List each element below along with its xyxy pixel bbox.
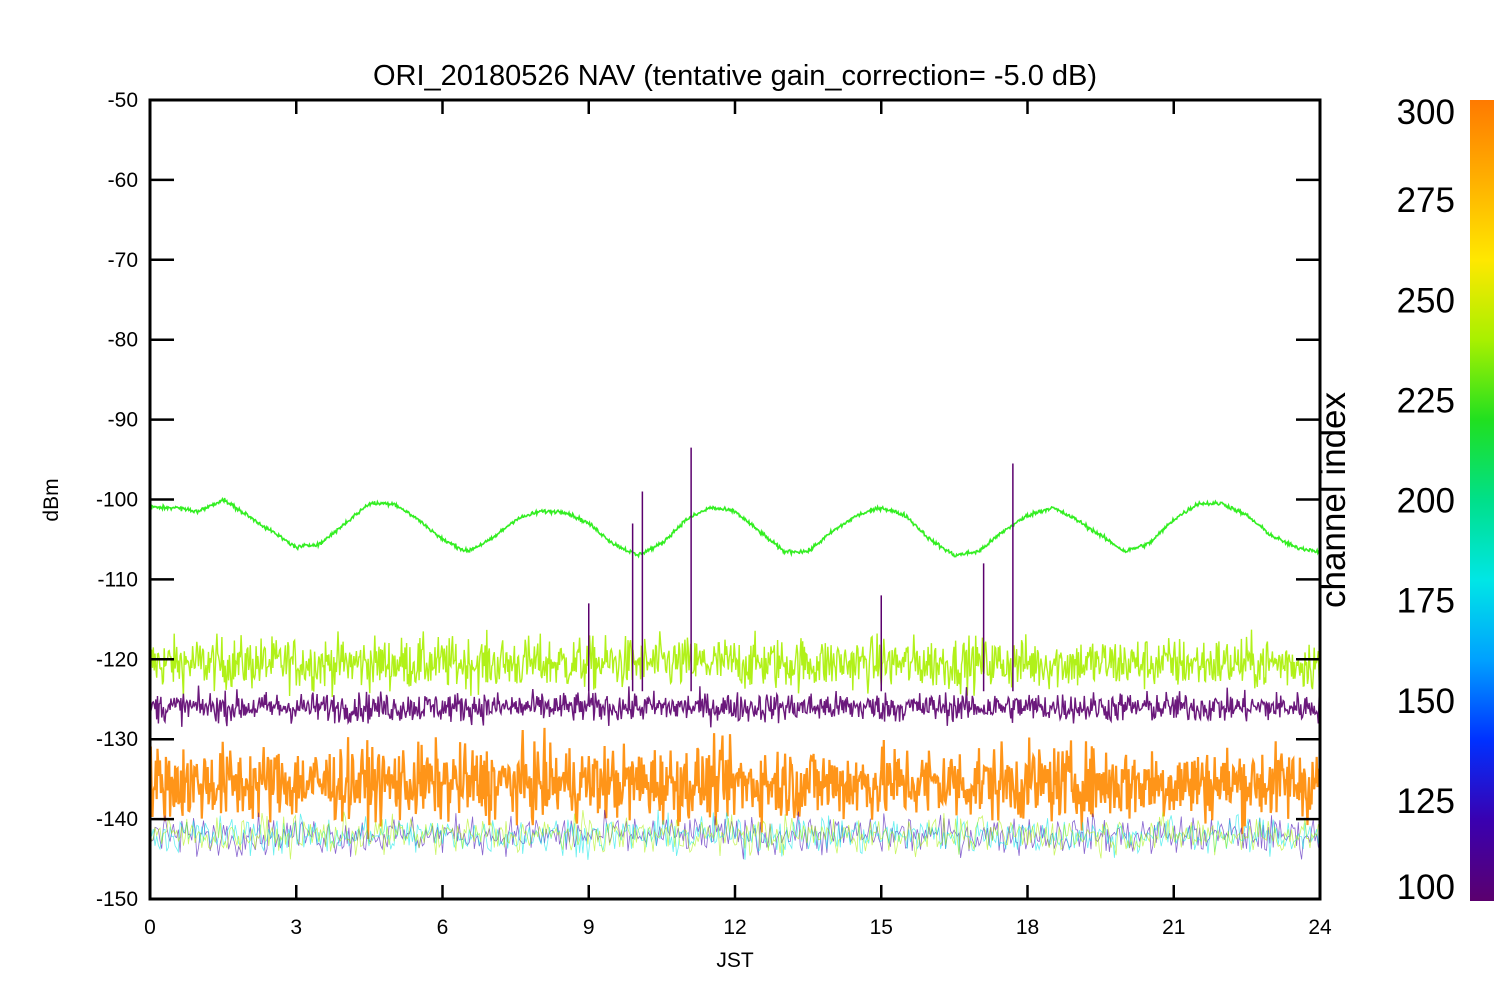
colorbar-tick-label: 125: [1397, 782, 1455, 821]
colorbar-ticks: 300 275 250 225 200 175 150 125 100: [1397, 93, 1455, 907]
y-tick-label: -70: [108, 249, 138, 272]
y-tick-label: -140: [96, 808, 138, 831]
plot-area: [150, 447, 1320, 860]
colorbar-tick-label: 250: [1397, 281, 1455, 320]
x-tick-label: 15: [870, 916, 893, 939]
y-tick-label: -130: [96, 728, 138, 751]
y-tick-label: -120: [96, 648, 138, 671]
y-tick-label: -80: [108, 329, 138, 352]
series-band-100: [150, 685, 1320, 728]
colorbar-tick-label: 275: [1397, 181, 1455, 220]
x-tick-label: 12: [723, 916, 746, 939]
colorbar-tick-label: 300: [1397, 93, 1455, 132]
x-tick-label: 9: [583, 916, 595, 939]
colorbar: [1470, 100, 1494, 901]
colorbar-tick-label: 175: [1397, 582, 1455, 621]
x-tick-label: 24: [1308, 916, 1332, 939]
colorbar-tick-label: 100: [1397, 868, 1455, 907]
chart-title: ORI_20180526 NAV (tentative gain_correct…: [373, 60, 1097, 92]
x-tick-label: 21: [1162, 916, 1185, 939]
series-fringe: [150, 810, 1320, 860]
x-axis-label: JST: [716, 949, 754, 972]
x-tick-label: 3: [290, 916, 302, 939]
y-tick-label: -150: [96, 888, 138, 911]
colorbar-tick-label: 200: [1397, 482, 1455, 521]
series-line-243: [150, 496, 1320, 559]
colorbar-tick-label: 225: [1397, 381, 1455, 420]
series-fringe: [150, 809, 1320, 860]
x-tick-label: 6: [437, 916, 449, 939]
y-tick-label: -100: [96, 489, 138, 512]
y-tick-label: -110: [98, 568, 138, 591]
x-tick-label: 18: [1016, 916, 1039, 939]
series-band-290: [150, 727, 1320, 840]
x-tick-label: 0: [144, 916, 156, 939]
colorbar-label: channel index: [1314, 392, 1353, 608]
y-tick-label: -90: [108, 409, 138, 432]
colorbar-tick-label: 150: [1397, 682, 1455, 721]
y-axis-label: dBm: [40, 478, 63, 521]
y-tick-label: -50: [108, 89, 138, 112]
y-tick-label: -60: [108, 169, 138, 192]
axis-ticks: 0 3 6 9 12 15 18 21 24 -50 -60 -70 -80 -90 -100 -110 -12…: [96, 89, 1332, 939]
series-band-260: [150, 629, 1320, 698]
